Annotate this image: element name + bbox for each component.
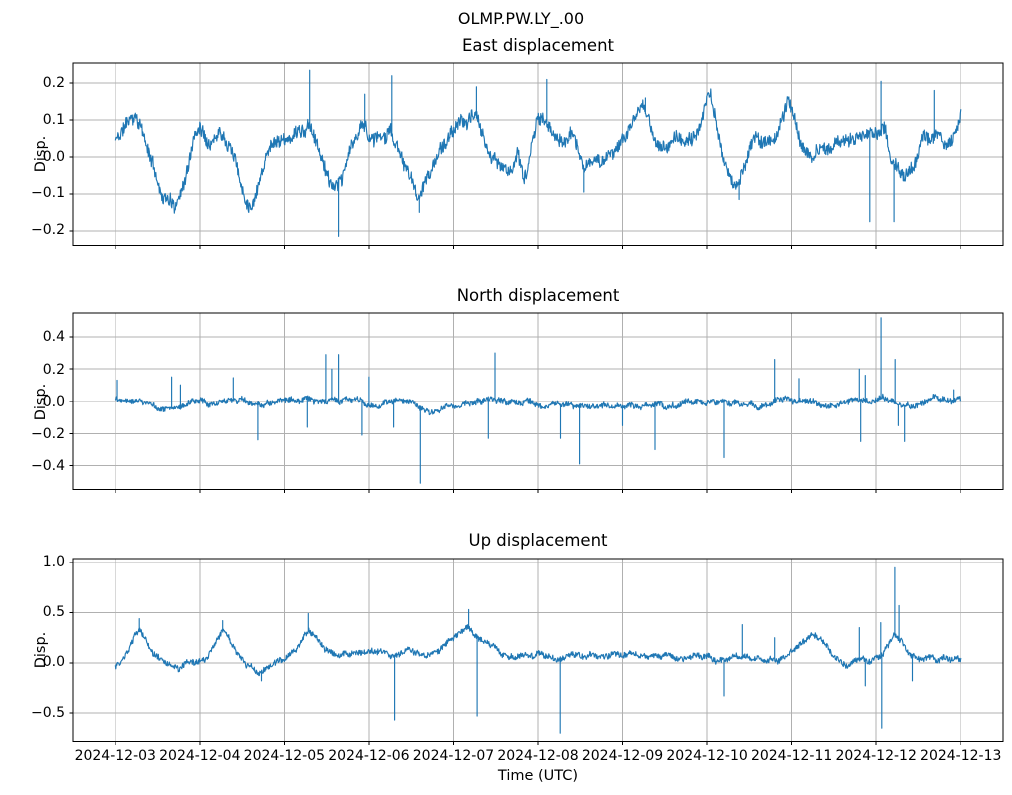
north-plot-area: 0.4 0.2 0.0 −0.2 −0.4 (31, 312, 1004, 494)
x-axis-label: Time (UTC) (497, 768, 579, 784)
x-tick-label: 2024-12-11 (750, 748, 833, 764)
x-tick-label: 2024-12-04 (159, 748, 241, 764)
east-series-line (114, 69, 962, 237)
y-tick-label: 0.2 (42, 361, 65, 378)
y-tick-label: 0.0 (42, 654, 65, 671)
x-tick-label: 2024-12-07 (412, 748, 495, 764)
figure-suptitle: OLMP.PW.LY_.00 (457, 9, 585, 28)
y-tick-label: 0.2 (42, 74, 65, 91)
x-tick-label: 2024-12-08 (497, 748, 579, 764)
y-tick-label: −0.2 (31, 425, 65, 442)
east-plot-area: 0.2 0.1 0.0 −0.1 −0.2 (31, 62, 1004, 249)
y-tick-label: −0.1 (31, 185, 65, 202)
x-tick-label: 2024-12-09 (581, 748, 664, 764)
y-tick-label: −0.2 (31, 222, 65, 239)
y-tick-label: 0.5 (42, 604, 65, 621)
axes-spines (72, 62, 1004, 246)
x-tick-label: 2024-12-05 (243, 748, 326, 764)
east-plot-svg (69, 62, 1004, 249)
y-tick-label: 0.1 (42, 111, 65, 128)
up-plot-area: 1.0 0.5 0.0 −0.5 2024-12-03 2024-12-04 2024-12… (31, 554, 1004, 764)
north-series-line (114, 317, 962, 485)
up-plot-svg (69, 558, 1004, 745)
up-series-line (114, 566, 962, 734)
y-tick-label: −0.4 (31, 457, 65, 474)
up-plot-title: Up displacement (468, 531, 608, 550)
x-tick-label: 2024-12-03 (74, 748, 156, 764)
y-tick-label: −0.5 (31, 704, 65, 721)
axes-spines (72, 558, 1004, 742)
x-tick-label: 2024-12-10 (666, 748, 748, 764)
east-plot-title: East displacement (461, 36, 615, 55)
y-tick-label: 1.0 (42, 553, 65, 570)
north-plot-svg (69, 312, 1004, 494)
x-tick-label: 2024-12-13 (920, 748, 1002, 764)
axes-spines (72, 312, 1004, 491)
y-tick-label: 0.4 (42, 329, 65, 346)
north-plot-title: North displacement (456, 286, 620, 305)
x-tick-label: 2024-12-06 (328, 748, 410, 764)
x-tick-label: 2024-12-12 (835, 748, 917, 764)
y-tick-label: 0.0 (42, 148, 65, 165)
y-tick-label: 0.0 (42, 393, 65, 410)
